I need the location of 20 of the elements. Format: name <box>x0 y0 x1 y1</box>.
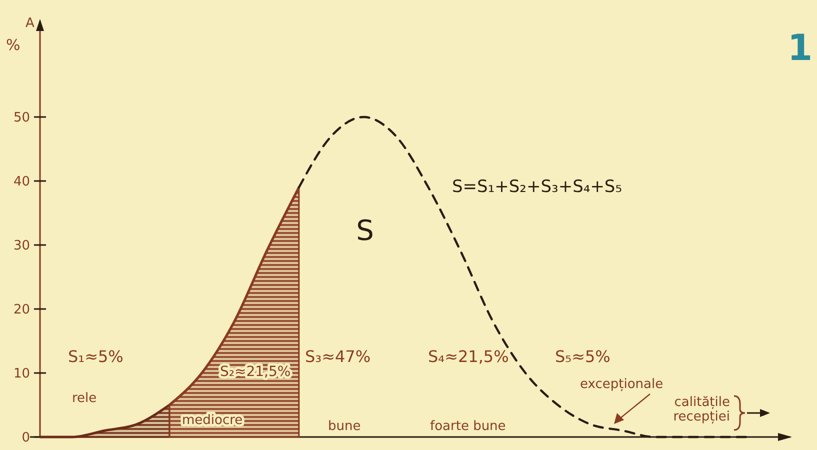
annotation: S₃≈47% <box>305 347 371 366</box>
annotation: 1 <box>787 28 813 69</box>
y-tick-label: 50 <box>13 110 30 126</box>
y-tick-label: 0 <box>22 430 30 446</box>
annotation: S₄≈21,5% <box>428 347 509 366</box>
y-tick-label: 40 <box>13 174 30 190</box>
annotation: S <box>356 214 374 247</box>
y-tick-label: 20 <box>13 302 30 318</box>
annotation: S₅≈5% <box>555 347 610 366</box>
annotation: excepționale <box>580 377 664 392</box>
annotation: foarte bune <box>430 419 506 434</box>
annotation: bune <box>328 419 361 434</box>
y-tick-label: 30 <box>13 238 30 254</box>
annotation: S₁≈5% <box>68 347 124 366</box>
y-tick-label: 10 <box>13 366 30 382</box>
annotation: rele <box>72 391 97 406</box>
annotation: calitățile recepției <box>673 395 730 424</box>
annotation: S=S₁+S₂+S₃+S₄+S₅ <box>452 177 622 197</box>
y-axis-title: A <box>26 16 35 31</box>
text: % <box>6 36 20 54</box>
